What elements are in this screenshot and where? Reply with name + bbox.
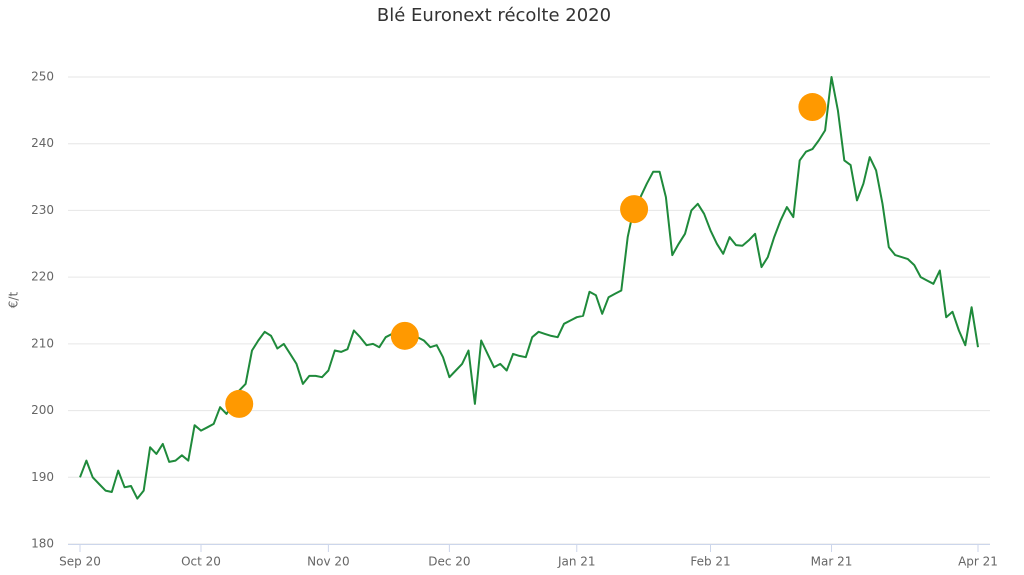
chart-title: Blé Euronext récolte 2020 bbox=[377, 5, 611, 26]
y-tick-label: 180 bbox=[31, 537, 54, 551]
y-tick-label: 210 bbox=[31, 336, 54, 350]
x-tick-label: Nov 20 bbox=[307, 555, 350, 569]
x-tick-label: Feb 21 bbox=[690, 555, 730, 569]
x-tick-label: Dec 20 bbox=[428, 555, 470, 569]
x-tick-label: Oct 20 bbox=[181, 555, 221, 569]
x-tick-label: Jan 21 bbox=[557, 555, 596, 569]
price-line bbox=[79, 76, 979, 500]
y-tick-label: 240 bbox=[31, 136, 54, 150]
highlight-marker bbox=[390, 321, 419, 350]
y-tick-label: 250 bbox=[31, 70, 54, 84]
x-tick-label: Mar 21 bbox=[811, 555, 853, 569]
highlight-marker bbox=[225, 389, 254, 418]
highlight-marker bbox=[798, 93, 827, 122]
y-tick-label: 200 bbox=[31, 403, 54, 417]
x-tick-label: Apr 21 bbox=[958, 555, 998, 569]
x-tick-label: Sep 20 bbox=[59, 555, 101, 569]
y-tick-label: 230 bbox=[31, 203, 54, 217]
y-tick-label: 190 bbox=[31, 470, 54, 484]
y-tick-label: 220 bbox=[31, 270, 54, 284]
highlight-marker bbox=[620, 195, 649, 224]
y-axis-label: €/t bbox=[7, 292, 21, 309]
